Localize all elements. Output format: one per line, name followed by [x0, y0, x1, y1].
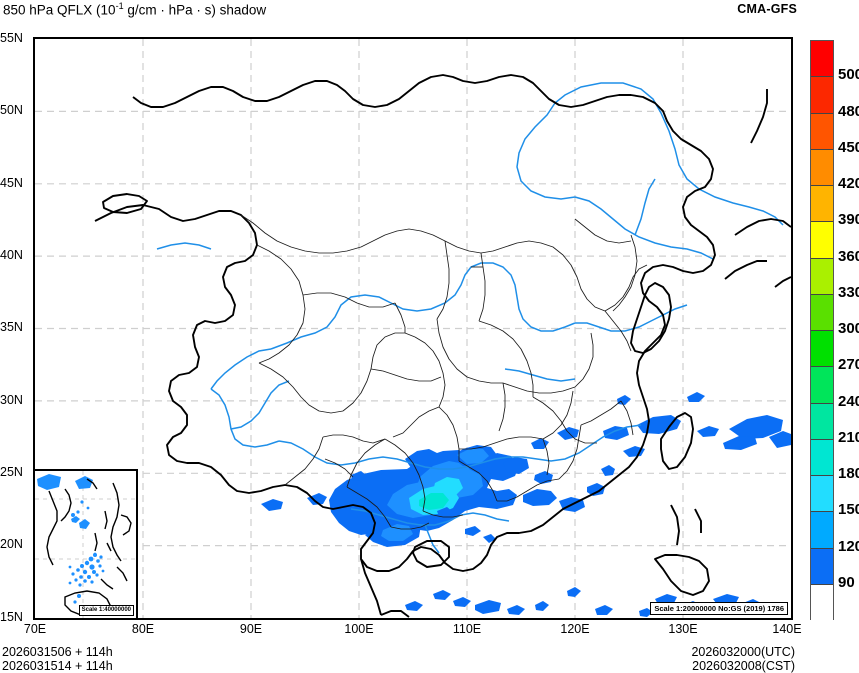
xtick-100E: 100E: [344, 622, 374, 636]
inset-svg: [35, 471, 136, 618]
colorbar-tick-150: 150: [838, 501, 859, 519]
ytick-50N: 50N: [0, 103, 23, 117]
province-boundary-layer: [240, 214, 648, 530]
xtick-110E: 110E: [452, 622, 482, 636]
page-title: 850 hPa QFLX (10-1 g/cm · hPa · s) shado…: [3, 1, 266, 18]
title-text: 850 hPa QFLX (10: [3, 2, 116, 18]
map-svg: [35, 39, 791, 618]
xtick-140E: 140E: [772, 622, 802, 636]
colorbar-tick-500: 500: [838, 66, 859, 84]
colorbar-tick-420: 420: [838, 175, 859, 192]
xtick-120E: 120E: [560, 622, 590, 636]
colorbar-tick-330: 330: [838, 283, 859, 301]
south-china-sea-inset-map[interactable]: Scale 1:40000000: [33, 469, 138, 620]
colorbar-band-10: [811, 403, 833, 440]
map-scale-label: Scale 1:20000000 No:GS (2019) 1786: [650, 602, 788, 615]
colorbar-band-7: [811, 294, 833, 331]
colorbar-tick-270: 270: [838, 356, 859, 374]
ytick-20N: 20N: [0, 537, 23, 551]
colorbar-band-3: [811, 149, 833, 186]
footer-init-time-utc: 2026031506 + 114h: [2, 645, 113, 659]
colorbar-tick-120: 120: [838, 537, 859, 555]
colorbar-band-11: [811, 439, 833, 476]
colorbar-band-2: [811, 113, 833, 150]
national-boundary-layer: [94, 74, 791, 618]
colorbar-band-0: [811, 41, 833, 78]
ytick-15N: 15N: [0, 610, 23, 624]
xtick-80E: 80E: [131, 622, 155, 636]
colorbar-tick-300: 300: [838, 320, 859, 337]
ytick-25N: 25N: [0, 465, 23, 479]
title-text-rest: g/cm · hPa · s) shadow: [123, 2, 267, 18]
footer-valid-time-cst: 2026032008(CST): [692, 659, 795, 673]
colorbar-band-8: [811, 331, 833, 368]
colorbar-band-4: [811, 186, 833, 223]
footer-valid-time-utc: 2026032000(UTC): [691, 645, 795, 659]
colorbar-band-15: [811, 584, 833, 621]
colorbar-band-12: [811, 476, 833, 513]
colorbar-tick-480: 480: [838, 102, 859, 120]
ytick-35N: 35N: [0, 320, 23, 334]
colorbar-tick-210: 210: [838, 428, 859, 446]
qflx-shading-layer: [261, 392, 791, 617]
colorbar[interactable]: [810, 40, 834, 621]
ytick-55N: 55N: [0, 31, 23, 45]
colorbar-band-1: [811, 77, 833, 114]
ytick-45N: 45N: [0, 176, 23, 190]
title-exponent: -1: [115, 1, 124, 11]
colorbar-tick-360: 360: [838, 247, 859, 265]
xtick-70E: 70E: [23, 622, 47, 636]
colorbar-band-9: [811, 367, 833, 404]
model-label: CMA-GFS: [737, 2, 797, 16]
colorbar-band-5: [811, 222, 833, 259]
ytick-40N: 40N: [0, 248, 23, 262]
colorbar-band-13: [811, 512, 833, 549]
colorbar-tick-180: 180: [838, 465, 859, 482]
inset-scale-label: Scale 1:40000000: [78, 605, 134, 616]
map-plot-area[interactable]: Scale 1:20000000 No:GS (2019) 1786: [33, 37, 793, 620]
inset-qflx-shading: [37, 474, 105, 604]
rivers-layer: [156, 82, 784, 554]
colorbar-tick-450: 450: [838, 138, 859, 156]
colorbar-tick-390: 390: [838, 211, 859, 229]
colorbar-band-14: [811, 548, 833, 585]
colorbar-band-6: [811, 258, 833, 295]
footer-init-time-cst: 2026031514 + 114h: [2, 659, 113, 673]
colorbar-tick-240: 240: [838, 392, 859, 410]
xtick-130E: 130E: [668, 622, 698, 636]
xtick-90E: 90E: [239, 622, 263, 636]
ytick-30N: 30N: [0, 393, 23, 407]
colorbar-tick-90: 90: [838, 573, 855, 591]
